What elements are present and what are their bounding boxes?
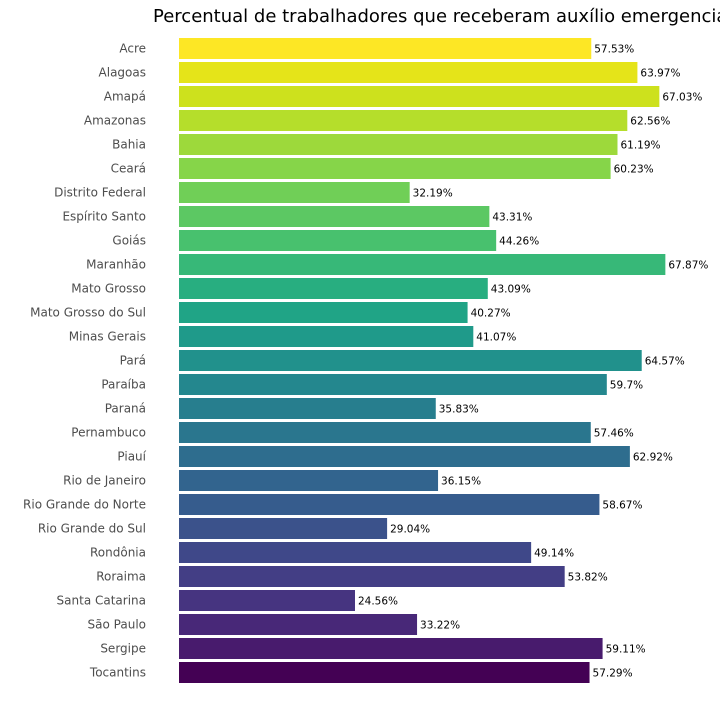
value-label: 59.11%: [606, 644, 646, 656]
bar-24: [179, 614, 418, 635]
value-label: 49.14%: [534, 548, 574, 560]
category-label: São Paulo: [88, 618, 146, 632]
value-label: 57.53%: [594, 44, 634, 56]
category-label: Rio Grande do Norte: [23, 498, 146, 512]
bar-9: [179, 254, 666, 275]
value-label: 62.56%: [630, 116, 670, 128]
value-label: 24.56%: [358, 596, 398, 608]
bar-12: [179, 326, 474, 347]
bar-21: [179, 542, 532, 563]
category-label: Santa Catarina: [57, 594, 146, 608]
category-label: Mato Grosso: [71, 282, 146, 296]
bar-16: [179, 422, 591, 443]
bar-25: [179, 638, 603, 659]
category-label: Amapá: [104, 90, 146, 104]
bar-1: [179, 62, 638, 83]
category-label: Tocantins: [89, 666, 146, 680]
value-label: 58.67%: [602, 500, 642, 512]
category-label: Amazonas: [84, 114, 146, 128]
category-label: Paraná: [105, 402, 146, 416]
category-label: Roraima: [96, 570, 146, 584]
value-label: 59.7%: [610, 380, 643, 392]
value-label: 67.03%: [662, 92, 702, 104]
value-label: 40.27%: [471, 308, 511, 320]
bars-group: Acre 57.53% Alagoas 63.97% Amapá 67.03% Amazon…: [23, 38, 708, 683]
bar-15: [179, 398, 436, 419]
category-label: Rio Grande do Sul: [38, 522, 146, 536]
bar-18: [179, 470, 439, 491]
bar-5: [179, 158, 611, 179]
value-label: 43.09%: [491, 284, 531, 296]
category-label: Acre: [119, 42, 146, 56]
value-label: 44.26%: [499, 236, 539, 248]
category-label: Pará: [120, 354, 146, 368]
value-label: 35.83%: [439, 404, 479, 416]
bar-7: [179, 206, 490, 227]
value-label: 41.07%: [476, 332, 516, 344]
category-label: Pernambuco: [71, 426, 146, 440]
bar-10: [179, 278, 488, 299]
bar-11: [179, 302, 468, 323]
value-label: 32.19%: [413, 188, 453, 200]
bar-8: [179, 230, 497, 251]
category-label: Rondônia: [90, 546, 146, 560]
bar-3: [179, 110, 628, 131]
bar-20: [179, 518, 388, 539]
bar-22: [179, 566, 565, 587]
value-label: 36.15%: [441, 476, 481, 488]
category-label: Maranhão: [86, 258, 146, 272]
bar-14: [179, 374, 607, 395]
chart-title: Percentual de trabalhadores que recebera…: [153, 6, 720, 27]
category-label: Minas Gerais: [69, 330, 146, 344]
value-label: 62.92%: [633, 452, 673, 464]
bar-4: [179, 134, 618, 155]
value-label: 57.46%: [594, 428, 634, 440]
value-label: 67.87%: [668, 260, 708, 272]
bar-6: [179, 182, 410, 203]
category-label: Espírito Santo: [62, 210, 146, 224]
value-label: 33.22%: [420, 620, 460, 632]
value-label: 29.04%: [390, 524, 430, 536]
value-label: 63.97%: [640, 68, 680, 80]
category-label: Ceará: [111, 162, 146, 176]
category-label: Alagoas: [99, 66, 146, 80]
value-label: 64.57%: [645, 356, 685, 368]
value-label: 61.19%: [620, 140, 660, 152]
category-label: Distrito Federal: [54, 186, 146, 200]
value-label: 43.31%: [492, 212, 532, 224]
category-label: Piauí: [117, 450, 146, 464]
value-label: 57.29%: [593, 668, 633, 680]
value-label: 53.82%: [568, 572, 608, 584]
category-label: Mato Grosso do Sul: [30, 306, 146, 320]
category-label: Bahia: [112, 138, 146, 152]
bar-23: [179, 590, 355, 611]
category-label: Paraíba: [101, 378, 146, 392]
value-label: 60.23%: [614, 164, 654, 176]
bar-13: [179, 350, 642, 371]
bar-0: [179, 38, 592, 59]
category-label: Rio de Janeiro: [63, 474, 146, 488]
bar-2: [179, 86, 660, 107]
bar-19: [179, 494, 600, 515]
category-label: Sergipe: [100, 642, 146, 656]
bar-17: [179, 446, 630, 467]
category-label: Goiás: [112, 234, 146, 248]
bar-26: [179, 662, 590, 683]
